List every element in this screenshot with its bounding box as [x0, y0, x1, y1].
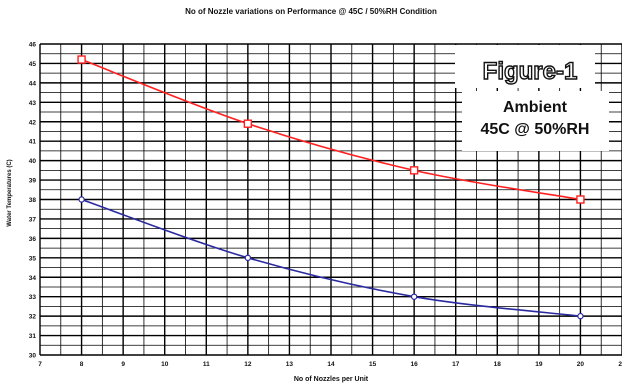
- x-tick-label: 10: [161, 361, 169, 368]
- figure-label: Figure-1: [483, 58, 578, 85]
- y-tick-label: 46: [29, 42, 37, 49]
- x-tick-label: 15: [369, 361, 377, 368]
- x-tick-label: 14: [327, 361, 335, 368]
- y-tick-label: 41: [29, 139, 37, 146]
- y-tick-label: 36: [29, 236, 37, 243]
- ambient-line-2: 45C @ 50%RH: [481, 121, 590, 138]
- y-tick-label: 32: [29, 314, 37, 321]
- y-tick-label: 39: [29, 178, 37, 185]
- ambient-line-1: Ambient: [503, 99, 568, 116]
- x-tick-label: 13: [286, 361, 294, 368]
- figure-label-box: Figure-1: [455, 45, 595, 88]
- x-tick-label: 7: [38, 361, 42, 368]
- y-tick-label: 31: [29, 333, 37, 340]
- y-tick-label: 40: [29, 158, 37, 165]
- x-tick-label: 21: [618, 361, 622, 368]
- y-tick-label: 33: [29, 294, 37, 301]
- series-line-2: [81, 198, 581, 317]
- data-point: [78, 196, 85, 203]
- y-tick-label: 34: [29, 275, 37, 282]
- data-point: [77, 55, 86, 64]
- x-tick-label: 18: [494, 361, 502, 368]
- x-tick-label: 12: [244, 361, 252, 368]
- ambient-annotation-box: Ambient 45C @ 50%RH: [462, 91, 609, 151]
- y-tick-label: 43: [29, 100, 37, 107]
- chart-title: No of Nozzle variations on Performance @…: [185, 7, 437, 16]
- data-point: [576, 195, 585, 204]
- y-tick-label: 30: [29, 353, 37, 360]
- data-point: [577, 312, 584, 320]
- y-tick-label: 38: [29, 197, 37, 204]
- series-line-1: [81, 58, 581, 201]
- x-tick-label: 19: [535, 361, 543, 368]
- x-tick-label: 9: [121, 361, 125, 368]
- y-tick-label: 35: [29, 255, 37, 262]
- x-tick-label: 11: [203, 361, 210, 368]
- x-tick-label: 20: [577, 361, 585, 368]
- data-point: [410, 293, 418, 300]
- x-tick-label: 17: [452, 361, 460, 368]
- data-point: [409, 166, 419, 175]
- x-tick-label: 8: [80, 361, 84, 368]
- y-tick-label: 37: [29, 216, 37, 223]
- y-tick-label: 45: [29, 61, 37, 68]
- data-point: [243, 119, 253, 128]
- tick-labels: 30 31 32 33 34 35 36 37 38 39 40 41 42 43 44 45 46 7 8 9 10 1…: [29, 42, 622, 369]
- y-tick-label: 42: [29, 119, 37, 126]
- series-layer: [77, 55, 585, 320]
- data-point: [244, 254, 252, 262]
- x-axis-label: No of Nozzles per Unit: [293, 376, 369, 383]
- grid: [39, 43, 622, 356]
- y-tick-label: 44: [29, 80, 37, 87]
- x-tick-label: 16: [411, 361, 419, 368]
